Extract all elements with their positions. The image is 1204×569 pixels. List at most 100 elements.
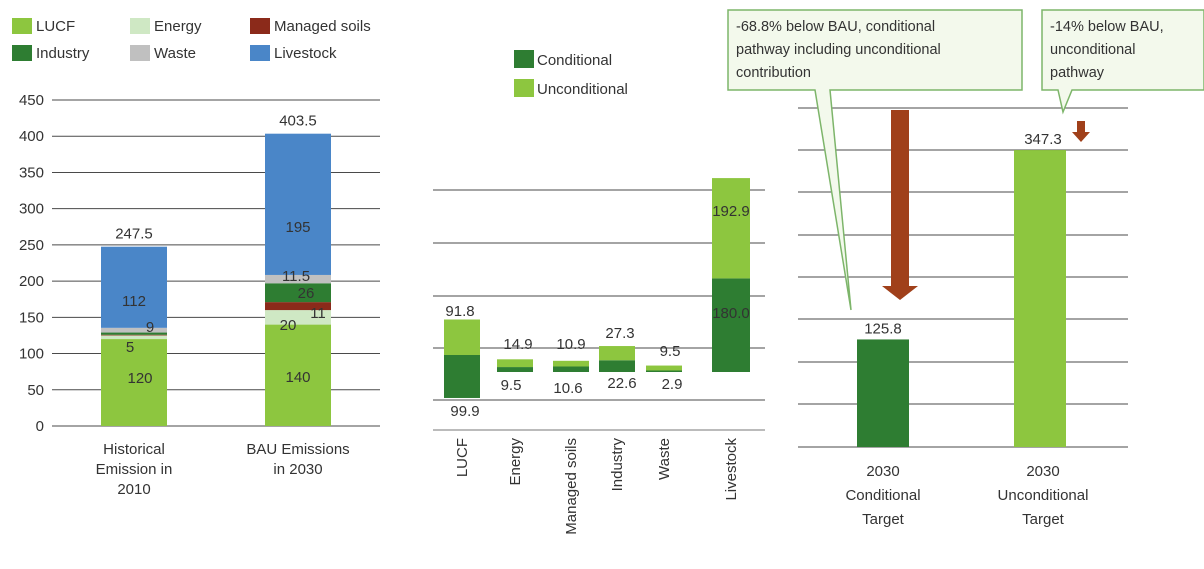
bar-unconditional-energy (497, 359, 533, 368)
y-tick-label: 100 (19, 346, 44, 363)
legend-swatch-unconditional (514, 79, 534, 97)
legend-swatch-managed-soils (250, 18, 270, 34)
bar-unconditional-lucf (444, 319, 480, 355)
bar-unconditional-managed-soils (553, 360, 589, 367)
bar-label-conditional: 9.5 (501, 377, 522, 394)
bar-value-label: 347.3 (1024, 131, 1062, 148)
bar-label-conditional: 180.0 (712, 305, 750, 322)
chart-3-targets: 125.8 2030 Conditional Target 347.3 2030 Uncon… (727, 9, 1204, 528)
bar-conditional-industry (599, 360, 635, 372)
legend-label-industry: Industry (36, 45, 90, 62)
callout-conditional (727, 9, 1023, 311)
legend-swatch-livestock (250, 45, 270, 61)
y-tick-label: 450 (19, 92, 44, 109)
legend-label-lucf: LUCF (36, 18, 75, 35)
bar-label-conditional: 10.6 (553, 380, 582, 397)
legend-label-energy: Energy (154, 18, 202, 35)
callout-text: pathway including unconditional (736, 42, 941, 58)
bar-segment-livestock-1 (101, 246, 167, 328)
bar-segment-energy-2 (265, 310, 331, 325)
x-category-label: Historical (103, 441, 165, 458)
bar-total-label: 247.5 (115, 226, 153, 243)
callout-unconditional (1041, 9, 1204, 115)
bar-total-label: 403.5 (279, 113, 317, 130)
bar-conditional-waste (646, 370, 682, 372)
legend-label-managed-soils: Managed soils (274, 18, 371, 35)
x-category-label: 2030 (1026, 463, 1059, 480)
bar-segment-label: 120 (127, 370, 152, 387)
bar-unconditional-waste (646, 365, 682, 371)
bar-target-2 (1014, 150, 1066, 447)
legend-label-conditional: Conditional (537, 52, 612, 69)
x-category-label: Livestock (723, 438, 740, 501)
y-tick-label: 50 (27, 382, 44, 399)
bar-target-1 (857, 339, 909, 447)
legend-swatch-energy (130, 18, 150, 34)
x-category-label: LUCF (454, 438, 471, 477)
bar-label-unconditional: 9.5 (660, 343, 681, 360)
x-category-label: Unconditional (998, 487, 1089, 504)
y-tick-label: 200 (19, 273, 44, 290)
bar-segment-industry-2 (265, 283, 331, 303)
x-category-label: BAU Emissions (246, 441, 349, 458)
bar-segment-industry-1 (101, 332, 167, 335)
bar-label-unconditional: 192.9 (712, 203, 750, 220)
callout-text: -14% below BAU, (1050, 19, 1164, 35)
bar-segment-waste-1 (101, 327, 167, 333)
bar-segment-managed-soils-2 (265, 302, 331, 311)
bar-label-unconditional: 14.9 (503, 336, 532, 353)
x-category-label: Target (1022, 511, 1065, 528)
callout-text: contribution (736, 65, 811, 81)
callout-text: unconditional (1050, 42, 1135, 58)
bar-segment-lucf-2 (265, 324, 331, 426)
chart-2-sectors: Conditional Unconditional LUCF Energy Manage… (433, 50, 765, 535)
legend-label-livestock: Livestock (274, 45, 337, 62)
x-category-label: Waste (656, 438, 673, 480)
y-tick-label: 350 (19, 164, 44, 181)
bar-segment-label: 20 (280, 317, 297, 334)
bar-segment-managed-soils-1 (101, 334, 167, 336)
bar-segment-lucf-1 (101, 339, 167, 426)
bar-unconditional-industry (599, 346, 635, 361)
bar-label-unconditional: 27.3 (605, 325, 634, 342)
reduction-arrow-conditional (882, 110, 918, 300)
bar-segment-waste-2 (265, 274, 331, 284)
bar-value-label: 125.8 (864, 320, 902, 337)
callout-text: pathway (1050, 65, 1105, 81)
x-category-label: Emission in (96, 461, 173, 478)
x-category-label: Target (862, 511, 905, 528)
bar-conditional-livestock (712, 278, 750, 372)
bar-label-conditional: 2.9 (662, 376, 683, 393)
x-category-label: Industry (609, 438, 626, 492)
chart-1-emissions: LUCF Energy Managed soils Industry Waste Live… (12, 18, 380, 498)
bar-segment-label: 5 (126, 339, 134, 356)
bar-segment-label: 140 (285, 369, 310, 386)
bar-conditional-energy (497, 367, 533, 372)
legend-swatch-lucf (12, 18, 32, 34)
bar-segment-energy-1 (101, 335, 167, 340)
reduction-arrow-unconditional (1072, 121, 1090, 142)
bar-label-unconditional: 10.9 (556, 336, 585, 353)
bar-label-unconditional: 91.8 (445, 303, 474, 320)
legend-label-unconditional: Unconditional (537, 81, 628, 98)
legend-swatch-waste (130, 45, 150, 61)
bar-label-conditional: 99.9 (450, 403, 479, 420)
bar-segment-label: 195 (285, 219, 310, 236)
y-tick-label: 300 (19, 201, 44, 218)
y-tick-label: 0 (36, 418, 44, 435)
x-category-label: Conditional (845, 487, 920, 504)
bar-segment-label: 112 (122, 293, 146, 310)
x-category-label: 2030 (866, 463, 899, 480)
x-category-label: 2010 (117, 481, 150, 498)
legend-swatch-industry (12, 45, 32, 61)
bar-conditional-lucf (444, 355, 480, 398)
bar-segment-livestock-2 (265, 133, 331, 275)
x-category-label: Energy (507, 438, 524, 486)
bar-conditional-managed-soils (553, 366, 589, 372)
y-tick-label: 250 (19, 237, 44, 254)
x-category-label: in 2030 (273, 461, 322, 478)
bar-segment-label: 11.5 (282, 268, 310, 285)
callout-text: -68.8% below BAU, conditional (736, 19, 935, 35)
x-category-label: Managed soils (563, 438, 580, 535)
